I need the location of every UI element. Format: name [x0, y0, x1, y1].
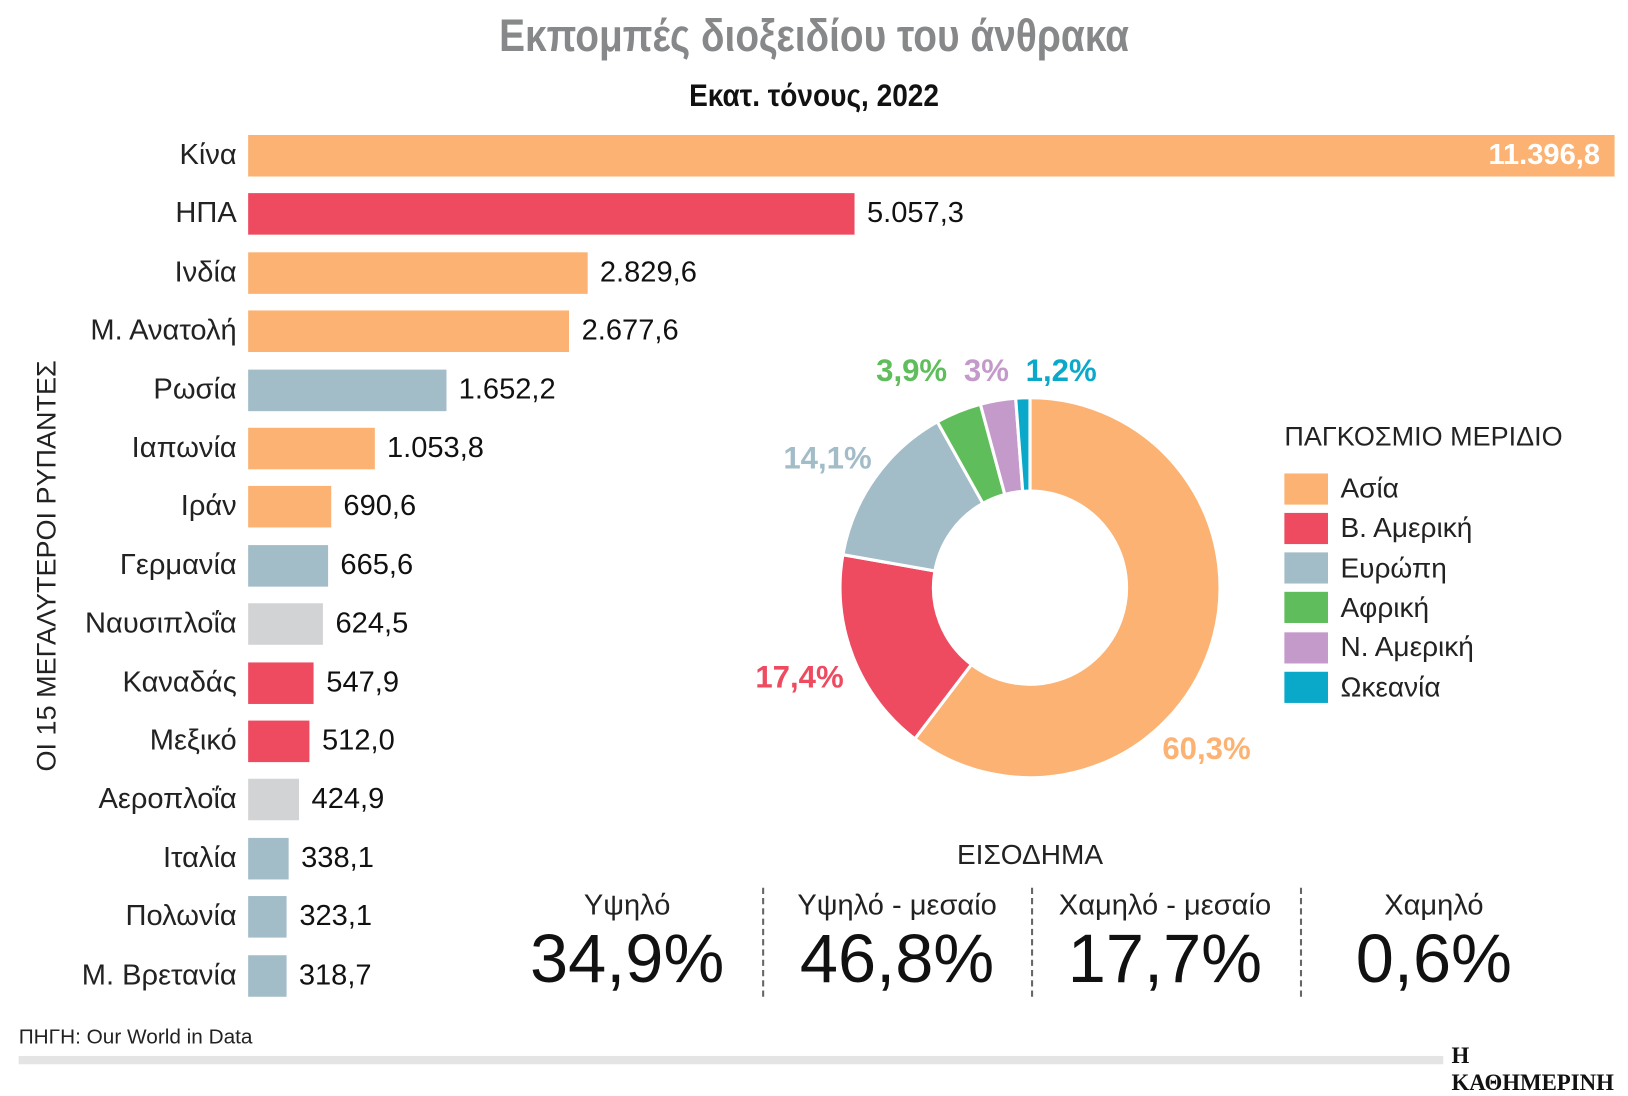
legend-label: Β. Αμερική [1340, 512, 1473, 544]
bar [248, 369, 447, 411]
bar-label: Μ. Ανατολή [90, 313, 237, 346]
bar-value-label: 1.652,2 [458, 372, 556, 405]
bar-label: Γερμανία [119, 548, 237, 581]
bar-label: Μ. Βρετανία [81, 957, 237, 991]
legend-title: ΠΑΓΚΟΣΜΙΟ ΜΕΡΙΔΙΟ [1284, 420, 1563, 452]
bar-label: Ινδία [174, 255, 237, 288]
income-value: 17,7% [1067, 919, 1263, 997]
donut-chart [838, 396, 1222, 780]
bar [248, 954, 287, 997]
legend-item-asia: Ασία [1284, 472, 1399, 505]
income-value: 0,6% [1355, 919, 1512, 997]
bar-label: Πολωνία [125, 899, 237, 932]
legend-swatch [1284, 552, 1328, 584]
chart-title: Εκπομπές διοξειδίου του άνθρακα [499, 10, 1129, 62]
donut-label-asia: 60,3% [1162, 732, 1251, 767]
legend-swatch [1284, 472, 1328, 505]
legend-swatch [1284, 632, 1328, 664]
income-value: 34,9% [529, 919, 725, 997]
legend-item-europe: Ευρώπη [1284, 551, 1447, 584]
legend-swatch [1284, 592, 1328, 624]
income-column: Χαμηλό 0,6% [1299, 889, 1569, 995]
legend-item-oceania: Ωκεανία [1284, 671, 1441, 703]
bar [248, 544, 328, 587]
donut-label-europe: 14,1% [783, 441, 872, 476]
bar [248, 310, 570, 353]
donut-slice-namerica [838, 552, 974, 742]
legend-swatch [1284, 671, 1328, 703]
bar-label: Μεξικό [149, 723, 237, 756]
bar-value-label: 624,5 [335, 606, 409, 639]
bar [248, 837, 289, 880]
income-label: Υψηλό - μεσαίο [797, 888, 997, 921]
bar-label: Καναδάς [122, 665, 237, 698]
bar-value-label: 424,9 [311, 782, 385, 815]
bar-value-label: 1.053,8 [386, 430, 484, 464]
income-column: Χαμηλό - μεσαίο 17,7% [1030, 889, 1300, 995]
bar [248, 252, 588, 294]
source-note: ΠΗΓΗ: Our World in Data [18, 1025, 253, 1049]
donut-slice-oceania [1013, 396, 1032, 494]
brand-logo: Η ΚΑΘΗΜΕΡΙΝΗ [1451, 1042, 1614, 1096]
bar [248, 662, 314, 704]
divider [762, 887, 765, 997]
bar [248, 427, 375, 470]
bar-label: Ιταλία [162, 840, 237, 873]
bar [248, 603, 324, 645]
legend-label: Ωκεανία [1340, 671, 1441, 703]
chart-subtitle: Εκατ. τόνους, 2022 [689, 78, 939, 114]
income-label: Χαμηλό [1384, 888, 1484, 921]
bar-label: Ιράν [180, 489, 237, 522]
bar-label: Ρωσία [153, 372, 237, 405]
legend-item-africa: Αφρική [1284, 592, 1429, 624]
bar-value-label: 690,6 [343, 489, 417, 522]
bar [248, 720, 310, 763]
bar [248, 134, 1615, 177]
donut-label-oceania: 1,2% [1025, 354, 1097, 389]
donut-label-africa: 3,9% [876, 354, 948, 389]
bar [248, 779, 300, 821]
bar-value-label: 5.057,3 [866, 196, 964, 229]
bar-value-label: 512,0 [321, 723, 395, 756]
legend-item-namerica: Β. Αμερική [1284, 512, 1472, 544]
income-label: Χαμηλό - μεσαίο [1058, 888, 1272, 921]
footer-bar [18, 1055, 1444, 1065]
bar-label: Ναυσιπλοΐα [85, 606, 237, 639]
bar-label: Κίνα [179, 138, 237, 171]
legend-label: Αφρική [1340, 591, 1430, 623]
bar-value-label: 2.677,6 [581, 313, 679, 346]
legend-item-samerica: Ν. Αμερική [1284, 631, 1474, 664]
bar-value-label: 547,9 [326, 665, 400, 698]
bar-value-label: 318,7 [298, 957, 372, 991]
income-column: Υψηλό 34,9% [492, 889, 762, 995]
bar [248, 193, 855, 236]
bar-label: Αεροπλοΐα [98, 782, 237, 815]
divider [1031, 887, 1034, 997]
income-column: Υψηλό - μεσαίο 46,8% [762, 889, 1032, 995]
donut-label-namerica: 17,4% [755, 660, 844, 695]
legend-label: Ευρώπη [1340, 551, 1447, 584]
bar-label: Ιαπωνία [131, 430, 237, 464]
bar-label: ΗΠΑ [175, 196, 237, 229]
income-value: 46,8% [799, 919, 995, 997]
bar-value-label: 323,1 [299, 899, 373, 932]
income-title: ΕΙΣΟΔΗΜΑ [956, 838, 1104, 871]
legend-label: Ασία [1340, 472, 1399, 504]
bar-value-label: 11.396,8 [1488, 138, 1601, 171]
bar-value-label: 2.829,6 [599, 255, 697, 288]
bar [248, 486, 331, 528]
bar-axis-label: ΟΙ 15 ΜΕΓΑΛΥΤΕΡΟΙ ΡΥΠΑΝΤΕΣ [30, 360, 62, 772]
bar-value-label: 338,1 [301, 840, 374, 873]
donut-label-samerica: 3% [963, 354, 1009, 389]
legend-label: Ν. Αμερική [1340, 631, 1474, 663]
bar-value-label: 665,6 [340, 548, 414, 581]
legend-swatch [1284, 512, 1328, 544]
bar [248, 896, 287, 938]
divider [1299, 887, 1303, 997]
income-label: Υψηλό [583, 888, 671, 921]
donut-slice-asia [912, 396, 1222, 780]
